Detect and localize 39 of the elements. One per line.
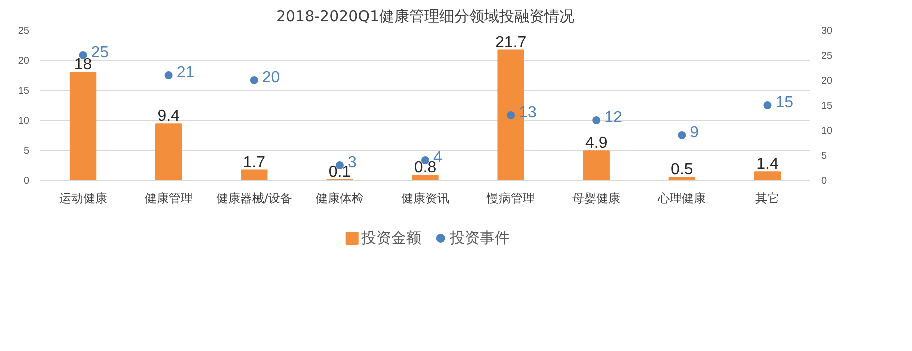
data-label: 21.7 (495, 34, 527, 52)
x-tick-label: 慢病管理 (486, 192, 536, 206)
x-tick-label: 母婴健康 (572, 192, 621, 206)
y-tick-label: 0 (24, 176, 30, 187)
y-tick-label: 10 (18, 116, 30, 127)
legend-label: 投资事件 (449, 230, 510, 247)
x-tick-label: 心理健康 (657, 192, 706, 206)
data-label: 0.8 (414, 160, 437, 177)
x-tick-label: 健康管理 (144, 192, 193, 206)
data-label: 18 (74, 56, 92, 74)
data-label: 0.5 (671, 162, 694, 178)
y2-tick-label: 20 (822, 76, 834, 87)
y2-tick-label: 30 (822, 26, 834, 37)
y-tick-label: 15 (18, 86, 30, 97)
data-label: 12 (604, 110, 623, 126)
x-tick-label: 运动健康 (59, 192, 108, 206)
data-label: 21 (176, 64, 195, 82)
x-tick-label: 健康器械/设备 (216, 192, 292, 206)
y-tick-label: 5 (24, 146, 30, 157)
y2-tick-label: 10 (822, 126, 834, 137)
data-label: 1.7 (243, 154, 266, 172)
legend-label: 投资金额 (360, 230, 422, 247)
data-label: 1.4 (756, 156, 779, 174)
data-label: 15 (776, 94, 794, 112)
data-label: 4.9 (585, 135, 608, 152)
y2-tick-label: 25 (822, 51, 834, 62)
data-label: 25 (91, 44, 110, 62)
y2-tick-label: 15 (822, 101, 834, 112)
x-tick-label: 健康资讯 (402, 192, 450, 206)
x-tick-label: 其它 (756, 192, 780, 206)
y-tick-label: 20 (18, 56, 30, 67)
y2-tick-label: 0 (822, 176, 828, 187)
y-tick-label: 25 (18, 26, 30, 37)
data-label: 9.4 (158, 108, 180, 126)
data-label: 9 (690, 124, 700, 142)
data-label: 20 (262, 70, 280, 86)
x-tick-label: 健康体检 (316, 192, 364, 206)
chart-title: 2018-2020Q1健康管理细分领域投融资情况 (276, 8, 575, 26)
y2-tick-label: 5 (822, 151, 828, 162)
